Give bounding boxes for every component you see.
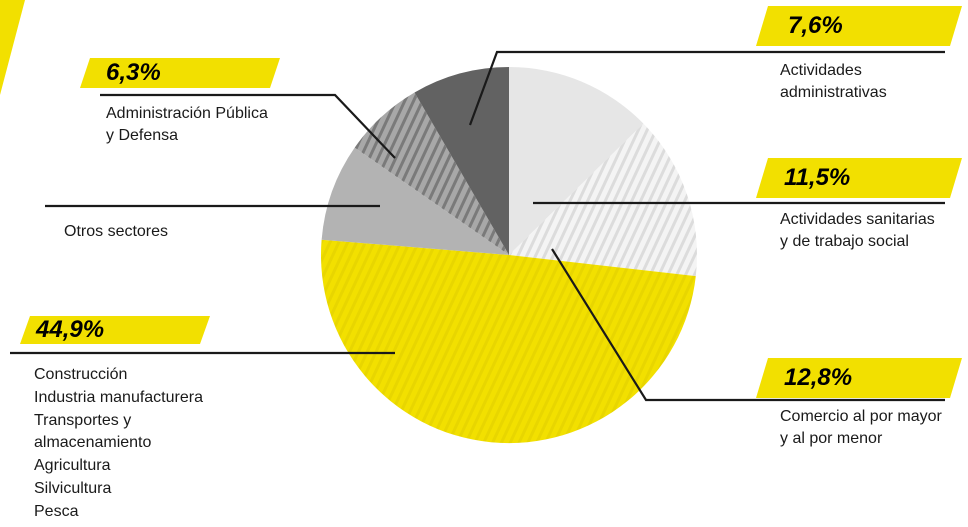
pct-publica: 6,3% xyxy=(106,61,161,85)
label-sanitarias: Actividades sanitarias y de trabajo soci… xyxy=(780,209,935,253)
pct-sanitarias: 11,5% xyxy=(784,166,850,190)
label-publica: Administración Pública y Defensa xyxy=(106,103,268,147)
label-comercio: Comercio al por mayor y al por menor xyxy=(780,406,942,450)
label-construccion: Construcción Industria manufacturera Tra… xyxy=(34,364,203,524)
label-line: Transportes y xyxy=(34,410,203,433)
pie-slice-2 xyxy=(321,240,696,443)
label-line: Comercio al por mayor xyxy=(780,406,942,428)
corner-decoration-shape xyxy=(0,0,25,95)
pct-construccion: 44,9% xyxy=(36,318,104,342)
label-line: Otros sectores xyxy=(64,221,168,243)
pct-comercio: 12,8% xyxy=(784,366,852,390)
label-line: Actividades xyxy=(780,60,887,82)
label-line: y Defensa xyxy=(106,125,268,147)
label-line: Industria manufacturera xyxy=(34,387,203,410)
label-line: Actividades sanitarias xyxy=(780,209,935,231)
label-line: Agricultura xyxy=(34,455,203,478)
pct-administrativas: 7,6% xyxy=(788,14,843,38)
banner-administrativas xyxy=(756,6,962,46)
label-line: Silvicultura xyxy=(34,478,203,501)
label-line: Administración Pública xyxy=(106,103,268,125)
label-line: Construcción xyxy=(34,364,203,387)
label-line: almacenamiento xyxy=(34,432,203,455)
label-line: Pesca xyxy=(34,501,203,524)
label-administrativas: Actividades administrativas xyxy=(780,60,887,104)
label-line: administrativas xyxy=(780,82,887,104)
label-line: y al por menor xyxy=(780,428,942,450)
label-otros: Otros sectores xyxy=(64,221,168,243)
label-line: y de trabajo social xyxy=(780,231,935,253)
